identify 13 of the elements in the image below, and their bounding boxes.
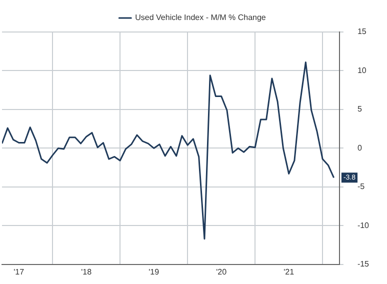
x-tick-label: '18 bbox=[81, 267, 92, 276]
y-tick-label: 5 bbox=[357, 104, 362, 114]
legend-label: Used Vehicle Index - M/M % Change bbox=[135, 13, 266, 22]
x-tick-label: '20 bbox=[216, 267, 228, 276]
y-tick-label: 10 bbox=[357, 66, 367, 75]
y-tick-label: 0 bbox=[357, 143, 362, 152]
x-tick-label: '21 bbox=[284, 267, 295, 276]
y-tick-label: -15 bbox=[357, 260, 370, 269]
y-tick-label: -10 bbox=[357, 220, 370, 230]
y-tick-label: 15 bbox=[357, 27, 367, 36]
x-tick-label: '19 bbox=[148, 267, 160, 276]
x-tick-label: '17 bbox=[14, 267, 25, 276]
y-tick-label: -5 bbox=[357, 182, 366, 192]
